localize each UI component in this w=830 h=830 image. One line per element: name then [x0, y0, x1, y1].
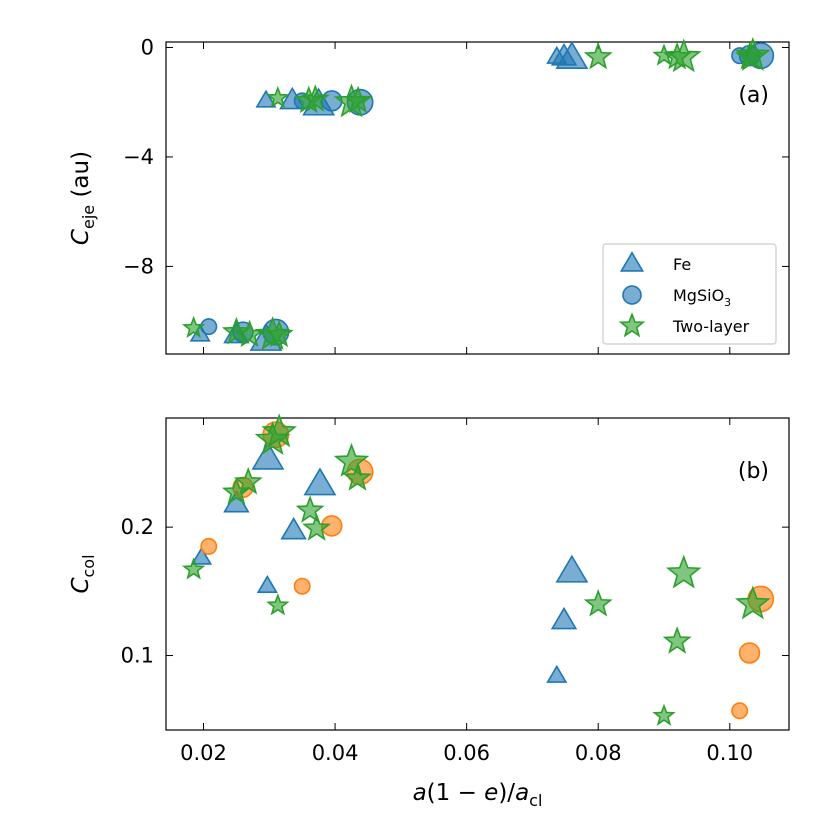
data-point-triangle: [550, 606, 578, 630]
y-axis-label-b: Ccol: [68, 554, 98, 593]
data-point-star: [735, 36, 771, 71]
data-point-triangle: [280, 516, 307, 540]
data-point-star: [665, 554, 702, 589]
data-point-star: [295, 495, 325, 523]
data-point-star: [665, 38, 702, 73]
data-point-star: [261, 413, 297, 448]
data-point-star: [181, 557, 206, 580]
data-point-triangle: [555, 554, 589, 583]
data-point-circle: [738, 642, 761, 664]
data-point-circle: [321, 90, 343, 112]
data-point-triangle: [255, 89, 277, 108]
x-tick-label: 0.04: [312, 741, 359, 765]
data-point-star: [181, 315, 206, 338]
legend: Fe MgSiO3 Two-layer: [602, 243, 777, 345]
legend-marker-circle: [622, 285, 642, 305]
x-tick-label: 0.06: [443, 741, 490, 765]
x-tick-label: 0.02: [180, 741, 227, 765]
data-point-star: [662, 626, 692, 654]
legend-label: Fe: [673, 255, 691, 274]
data-point-star: [302, 513, 332, 541]
y-tick-label: 0.2: [121, 515, 154, 539]
data-point-circle: [200, 318, 218, 336]
y-tick-label: 0: [141, 35, 154, 59]
plot-frame-b: [165, 417, 790, 731]
plot-frame-a: [165, 41, 790, 355]
legend-box: [602, 243, 777, 345]
data-point-star: [333, 442, 370, 477]
legend-label: MgSiO3: [673, 286, 731, 309]
data-point-star: [735, 585, 771, 620]
data-point-star: [266, 593, 290, 616]
data-point-star: [266, 85, 290, 109]
data-point-circle: [731, 702, 749, 720]
legend-marker-star: [618, 312, 646, 338]
panel-b: 0.02 0.04 0.06 0.08 0.10 0.1 0.2 Ccol (b) a(1 − e…: [68, 413, 790, 810]
data-point-triangle: [190, 546, 213, 565]
data-point-star: [583, 41, 613, 70]
data-point-circle: [200, 537, 218, 555]
data-point-triangle: [555, 41, 589, 70]
legend-marker-triangle: [619, 251, 645, 272]
y-tick-label: −4: [123, 145, 154, 169]
data-point-star: [233, 466, 263, 495]
panel-label-a: (a): [738, 83, 769, 108]
data-point-star: [300, 84, 330, 112]
panel-a: 0 −4 −8 Ceje (au) (a) Fe MgSiO3 Two-layer: [68, 35, 790, 355]
y-axis-label-a: Ceje (au): [68, 151, 98, 245]
x-tick-label: 0.08: [575, 741, 622, 765]
data-point-star: [342, 463, 372, 491]
data-point-star: [264, 319, 294, 348]
data-point-star: [583, 588, 613, 617]
data-point-triangle: [546, 664, 568, 683]
y-tick-label: 0.1: [121, 644, 154, 668]
y-tick-label: −8: [123, 254, 154, 278]
legend-label: Two-layer: [672, 317, 750, 336]
data-point-triangle: [256, 574, 278, 593]
data-point-star: [343, 85, 373, 114]
x-tick-label: 0.10: [706, 741, 753, 765]
panel-label-b: (b): [738, 459, 769, 484]
data-point-star: [652, 703, 676, 726]
data-point-triangle: [251, 441, 285, 470]
data-point-triangle: [303, 467, 337, 496]
data-point-circle: [293, 577, 311, 595]
x-axis-label: a(1 − e)/acl: [413, 780, 543, 810]
